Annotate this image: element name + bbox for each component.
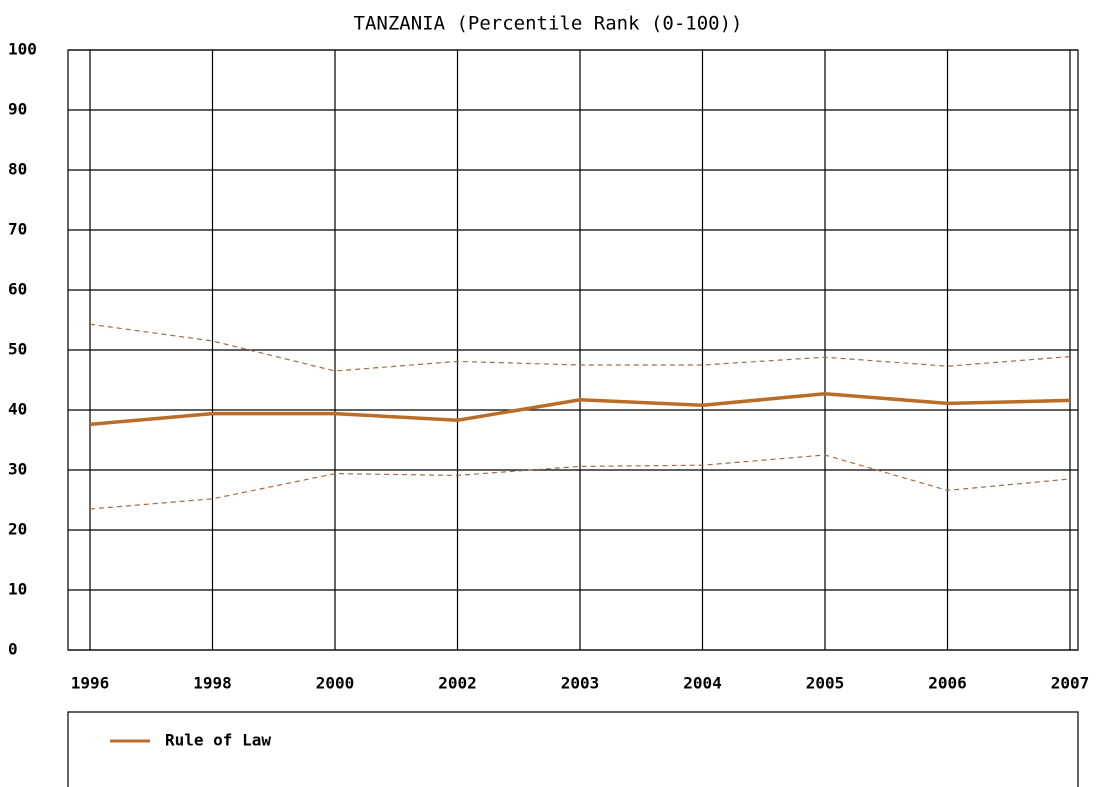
y-tick-label: 90 [8,100,27,119]
x-tick-label: 2002 [438,674,477,693]
legend-label: Rule of Law [165,731,271,750]
chart-title: TANZANIA (Percentile Rank (0-100)) [354,13,743,35]
legend-box [67,711,1079,787]
x-tick-label: 1998 [193,674,232,693]
y-tick-label: 80 [8,160,27,179]
x-tick-label: 2004 [683,674,722,693]
y-tick-label: 10 [8,580,27,599]
x-tick-label: 2006 [928,674,967,693]
x-tick-label: 1996 [71,674,110,693]
y-tick-label: 50 [8,340,27,359]
y-tick-label: 60 [8,280,27,299]
y-tick-label: 20 [8,520,27,539]
y-tick-label: 30 [8,460,27,479]
x-tick-label: 2007 [1051,674,1090,693]
y-tick-label: 100 [8,40,37,59]
y-tick-label: 70 [8,220,27,239]
x-tick-label: 2000 [316,674,355,693]
band-line [89,323,1071,372]
series-line [89,392,1071,427]
y-tick-label: 0 [8,640,18,659]
band-line [89,454,1071,510]
x-tick-label: 2005 [806,674,845,693]
x-tick-label: 2003 [561,674,600,693]
y-tick-label: 40 [8,400,27,419]
